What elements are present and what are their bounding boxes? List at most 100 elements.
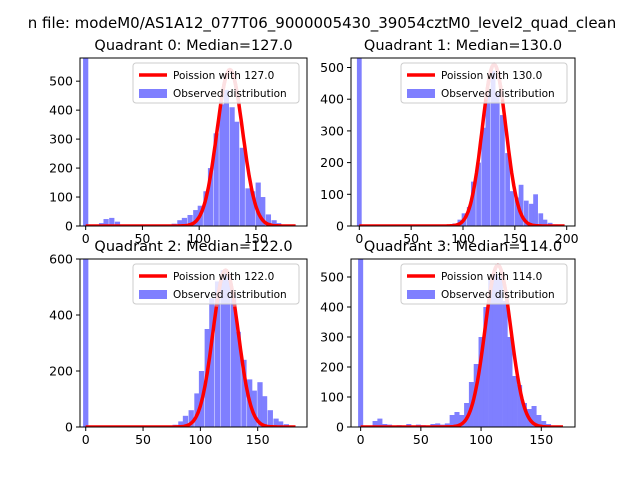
- y-tick-label: 0: [336, 420, 344, 435]
- histogram-bar: [377, 418, 383, 427]
- y-tick-label: 500: [49, 74, 73, 89]
- x-tick-label: 100: [451, 231, 475, 246]
- y-tick-label: 200: [320, 155, 344, 170]
- histogram-bar: [502, 301, 508, 427]
- y-tick-label: 400: [320, 92, 344, 107]
- subplot-1: Quadrant 1: Median=130.0 0 50 100 150 200 0 100…: [320, 38, 579, 246]
- histogram-bar: [485, 92, 491, 226]
- y-tick-label: 300: [49, 132, 73, 147]
- y-tick-label: 500: [320, 270, 344, 285]
- y-tick-label: 300: [320, 123, 344, 138]
- histogram-bar: [229, 107, 235, 226]
- histogram-bar: [541, 421, 547, 427]
- histogram-bar: [177, 220, 183, 226]
- x-tick-label: 50: [403, 231, 419, 246]
- histogram-bar: [542, 219, 548, 226]
- legend: Poission with 127.0 Observed distribution: [132, 62, 300, 104]
- x-tick-label: 150: [503, 231, 527, 246]
- histogram-bar: [203, 191, 209, 226]
- histogram-bar: [245, 188, 251, 226]
- histogram-bar: [194, 393, 200, 427]
- histogram-bar: [207, 168, 214, 226]
- plot-area: [83, 58, 298, 226]
- subplot-3: Quadrant 3: Median=114.0 0 50 100 150 0 100 200…: [320, 239, 576, 447]
- subplot-title: Quadrant 2: Median=122.0: [94, 239, 292, 255]
- plot-area: [356, 58, 566, 226]
- histogram-bar: [223, 89, 230, 226]
- histogram-bar: [538, 213, 544, 226]
- histogram-bar: [488, 280, 494, 427]
- histogram-bar: [265, 214, 272, 226]
- subplot-title: Quadrant 3: Median=114.0: [364, 239, 562, 255]
- y-tick-label: 400: [320, 300, 344, 315]
- histogram-bar: [459, 415, 465, 427]
- histogram-bar: [83, 58, 89, 226]
- histogram-bar: [505, 153, 510, 226]
- legend-poisson-label: Poission with 122.0: [173, 271, 274, 283]
- y-tick-label: 200: [320, 360, 344, 375]
- plot-area: [358, 259, 564, 427]
- legend-poisson-label: Poission with 114.0: [441, 271, 542, 283]
- y-tick-label: 100: [320, 187, 344, 202]
- subplot-0: Quadrant 0: Median=127.0 0 50 100 150 0 100 200…: [49, 38, 308, 246]
- x-tick-label: 150: [244, 231, 268, 246]
- histogram-bar: [234, 121, 240, 226]
- histogram-bar: [249, 191, 256, 226]
- legend-box: [132, 263, 300, 305]
- histogram-bar: [239, 147, 245, 226]
- axes-frame: [79, 57, 308, 227]
- x-tick-label: 200: [555, 231, 579, 246]
- y-tick-label: 300: [320, 330, 344, 345]
- y-tick-label: 200: [49, 364, 73, 379]
- subplots: Quadrant 0: Median=127.0 0 50 100 150 0 100 200…: [49, 38, 579, 447]
- legend-hist-label: Observed distribution: [173, 289, 287, 301]
- histogram-bar: [114, 221, 121, 226]
- histogram-bar: [260, 197, 266, 226]
- y-tick-label: 0: [65, 219, 73, 234]
- histogram-bar: [230, 295, 237, 427]
- x-tick-label: 0: [355, 231, 363, 246]
- x-tick-label: 50: [413, 432, 429, 447]
- axes-frame: [350, 258, 576, 428]
- legend-hist-swatch: [407, 290, 435, 299]
- histogram-bar: [358, 259, 364, 427]
- histogram-bar: [251, 390, 257, 427]
- histogram-bar: [500, 115, 505, 226]
- histogram-bar: [470, 181, 476, 226]
- histogram-bar: [241, 359, 247, 427]
- histogram-bar: [529, 203, 534, 226]
- histogram-bar: [356, 58, 362, 226]
- histogram-bar: [271, 220, 277, 226]
- legend-hist-label: Observed distribution: [441, 88, 555, 100]
- y-tick-label: 100: [49, 190, 73, 205]
- histogram-bar: [497, 277, 503, 427]
- histogram-bar: [490, 70, 496, 226]
- histogram-bar: [187, 214, 193, 226]
- y-tick-label: 400: [49, 103, 73, 118]
- histogram-bar: [109, 217, 115, 226]
- figure-suptitle: n file: modeM0/AS1A12_077T06_9000005430_…: [28, 14, 617, 33]
- histogram-bar: [518, 184, 524, 226]
- histogram-bar: [261, 396, 268, 427]
- legend-box: [400, 263, 568, 305]
- histogram-bar: [481, 127, 487, 226]
- poisson-curve: [85, 67, 297, 226]
- legend-poisson-label: Poission with 127.0: [173, 70, 274, 82]
- y-tick-label: 600: [49, 252, 73, 267]
- histogram-bar: [536, 415, 542, 427]
- histogram-bar: [372, 421, 378, 427]
- poisson-curve: [358, 62, 566, 226]
- y-tick-label: 200: [49, 161, 73, 176]
- legend: Poission with 122.0 Observed distribution: [132, 263, 300, 305]
- x-tick-label: 100: [469, 432, 493, 447]
- histogram-bar: [214, 281, 221, 427]
- y-tick-label: 0: [336, 219, 344, 234]
- legend-hist-swatch: [407, 89, 435, 98]
- subplot-2: Quadrant 2: Median=122.0 0 50 100 150 0 200 400…: [49, 239, 308, 447]
- histogram-bar: [492, 274, 499, 427]
- axes-frame: [79, 258, 308, 428]
- histogram-bar: [476, 162, 481, 226]
- histogram-bar: [533, 194, 538, 226]
- histogram-bar: [494, 92, 500, 226]
- histogram-bar: [521, 403, 527, 427]
